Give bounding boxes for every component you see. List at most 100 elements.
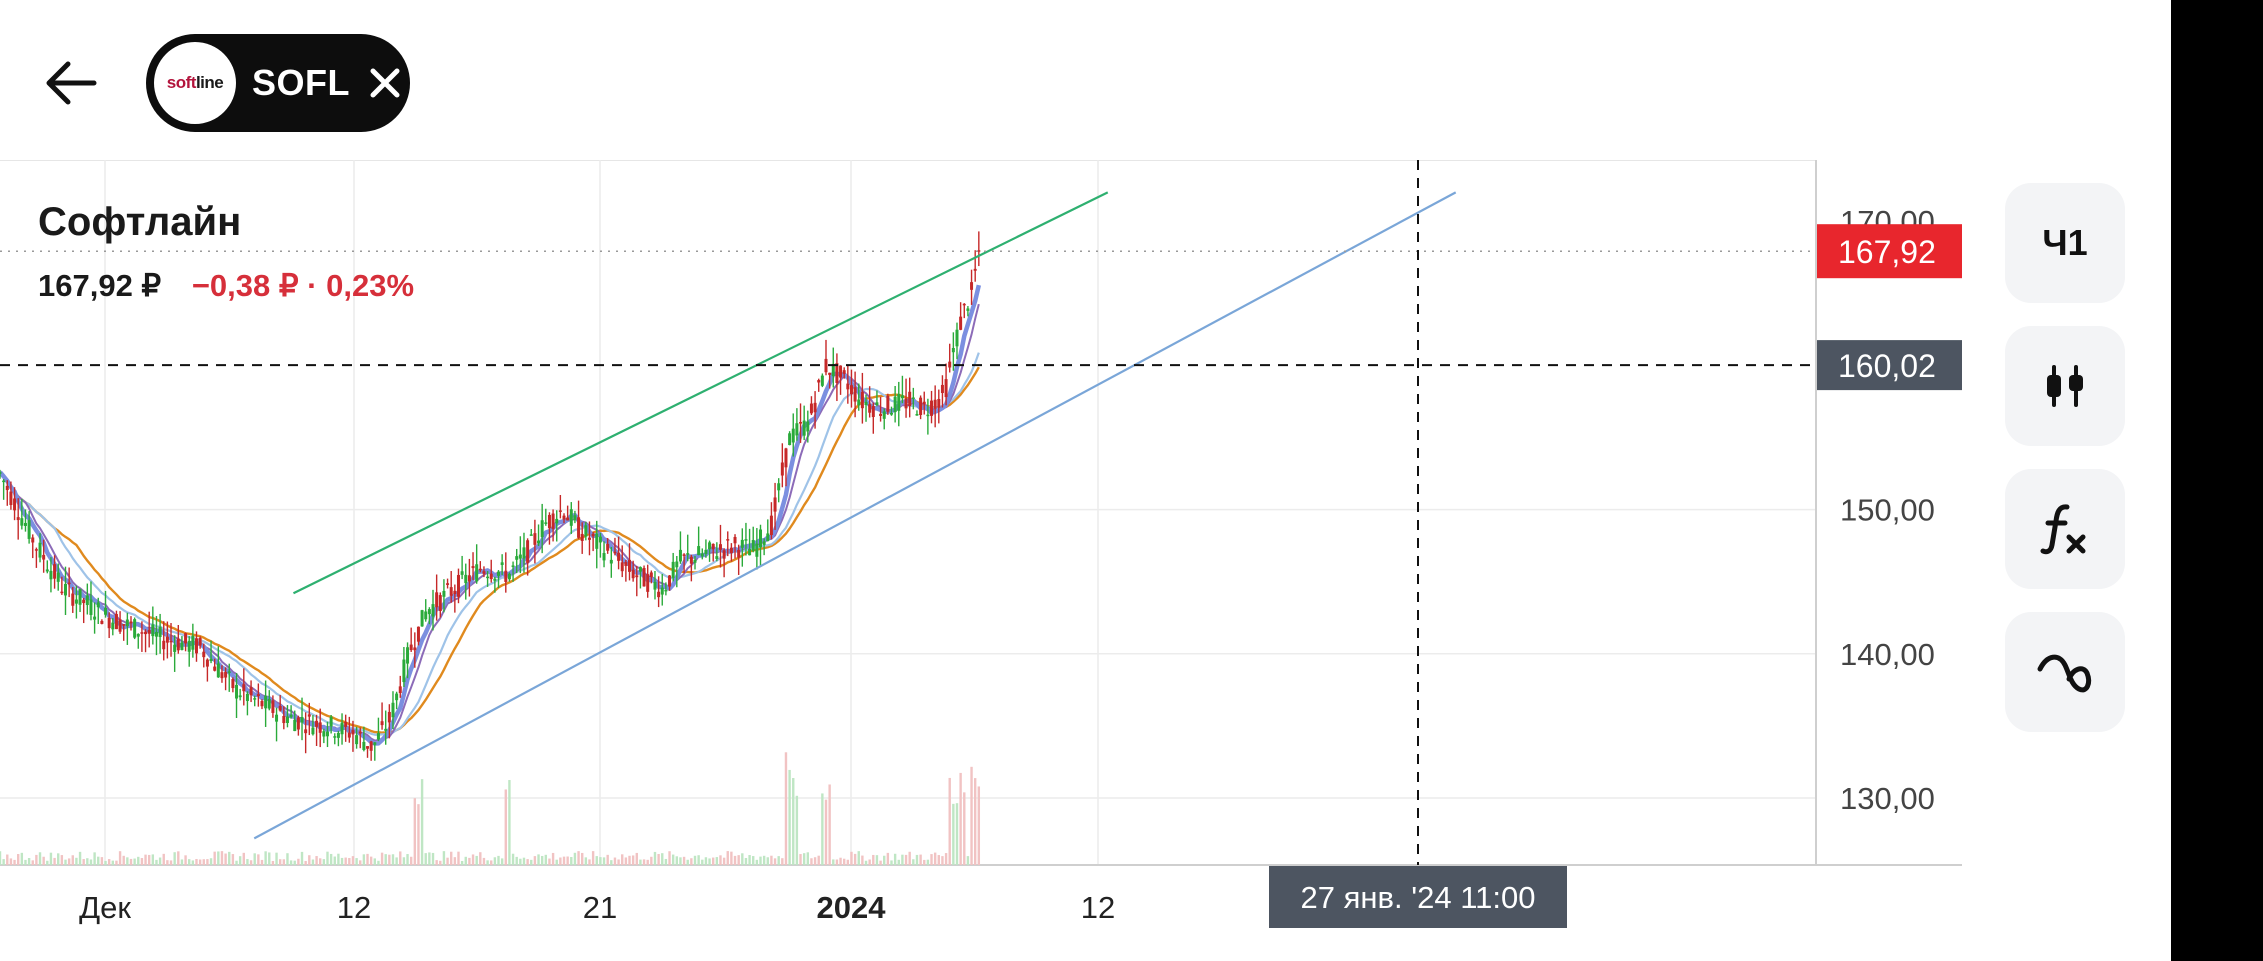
candle-body — [49, 570, 53, 580]
candle-body — [900, 395, 904, 399]
volume-bar — [333, 856, 336, 865]
candle-body — [300, 717, 304, 723]
volume-bar — [777, 856, 780, 865]
chart-type-button[interactable] — [2005, 326, 2125, 446]
drawing-tools-button[interactable] — [2005, 612, 2125, 732]
candle-body — [518, 554, 522, 559]
candle-body — [715, 556, 719, 559]
volume-bar — [57, 853, 60, 865]
candle-body — [216, 663, 220, 678]
candle-body — [104, 607, 108, 615]
candle-body — [977, 250, 981, 252]
candle-body — [919, 397, 923, 416]
volume-bar — [133, 858, 136, 865]
volume-bar — [806, 852, 810, 865]
volume-bar — [744, 857, 748, 865]
lower-channel-trendline[interactable] — [253, 191, 1457, 840]
volume-bar — [122, 855, 125, 865]
volume-bar — [766, 857, 769, 865]
candle-body — [722, 550, 726, 559]
volume-bar — [166, 860, 169, 865]
volume-bar — [595, 856, 598, 865]
volume-bar — [646, 859, 649, 865]
volume-bar — [442, 851, 446, 865]
volume-bar — [460, 860, 464, 865]
volume-bar — [966, 856, 970, 865]
volume-bar — [704, 857, 708, 865]
candle-body — [27, 520, 31, 539]
candle-body — [307, 714, 311, 717]
candle-body — [56, 572, 60, 582]
candle-body — [13, 498, 17, 511]
volume-bar — [402, 857, 406, 865]
volume-bar — [599, 857, 602, 865]
volume-bar — [304, 860, 307, 865]
candle-body — [864, 401, 868, 406]
close-icon[interactable] — [368, 66, 402, 100]
candle-body — [551, 513, 555, 529]
volume-bar — [930, 854, 933, 865]
volume-bar — [137, 856, 140, 865]
volume-bar — [642, 859, 646, 865]
volume-bar — [755, 859, 759, 865]
upper-channel-trendline[interactable] — [292, 191, 1109, 595]
volume-bar — [890, 860, 893, 865]
indicators-button[interactable] — [2005, 469, 2125, 589]
volume-bar — [482, 857, 486, 865]
candle-body — [613, 551, 617, 554]
volume-bar — [944, 853, 948, 865]
candle-body — [67, 582, 71, 585]
volume-bar — [439, 860, 442, 865]
volume-bar — [118, 851, 122, 865]
volume-bar — [297, 858, 300, 865]
volume-bar — [584, 857, 588, 865]
volume-bar — [282, 859, 286, 865]
volume-bar — [97, 856, 100, 865]
candle-body — [729, 547, 733, 553]
candle-body — [456, 574, 460, 597]
volume-bar — [249, 860, 253, 865]
candle-body — [96, 602, 100, 608]
candle-body — [802, 420, 806, 436]
candle-body — [162, 640, 166, 650]
candle-body — [235, 684, 239, 699]
x-axis-tick-label: 12 — [337, 890, 371, 925]
volume-bar — [613, 857, 617, 865]
volume-bar — [144, 854, 147, 865]
volume-bar — [883, 855, 886, 865]
volume-bar — [810, 858, 813, 865]
candle-body — [304, 729, 308, 734]
candle-body — [937, 398, 941, 408]
candle-body — [275, 714, 279, 722]
candle-body — [558, 510, 562, 512]
volume-bar — [719, 855, 722, 865]
candle-body — [409, 644, 413, 651]
crosshair-time-badge — [1269, 866, 1567, 928]
candle-body — [318, 722, 322, 733]
candle-body — [704, 549, 708, 555]
price-change: −0,38 ₽ · 0,23% — [191, 268, 415, 303]
arrow-left-icon[interactable] — [36, 48, 106, 118]
volume-bar — [209, 858, 213, 865]
candle-body — [311, 727, 315, 735]
candle-body — [154, 631, 158, 637]
volume-bar — [71, 855, 74, 865]
volume-bar — [923, 859, 926, 865]
candle-body — [63, 583, 67, 596]
moving-average-mid — [0, 352, 980, 736]
candle-body — [85, 595, 89, 606]
candle-body — [453, 590, 457, 595]
volume-bar — [973, 778, 977, 865]
candle-body — [5, 485, 9, 491]
ticker-chip[interactable]: soft line SOFL — [146, 34, 410, 132]
candle-body — [340, 722, 344, 735]
interval-button[interactable]: Ч1 — [2005, 183, 2125, 303]
volume-bar — [20, 852, 24, 865]
candle-body — [718, 544, 722, 550]
candle-body — [194, 638, 198, 654]
candle-body — [136, 633, 140, 637]
volume-bar — [115, 860, 118, 865]
candle-body — [16, 517, 20, 521]
volume-bar — [933, 852, 937, 865]
